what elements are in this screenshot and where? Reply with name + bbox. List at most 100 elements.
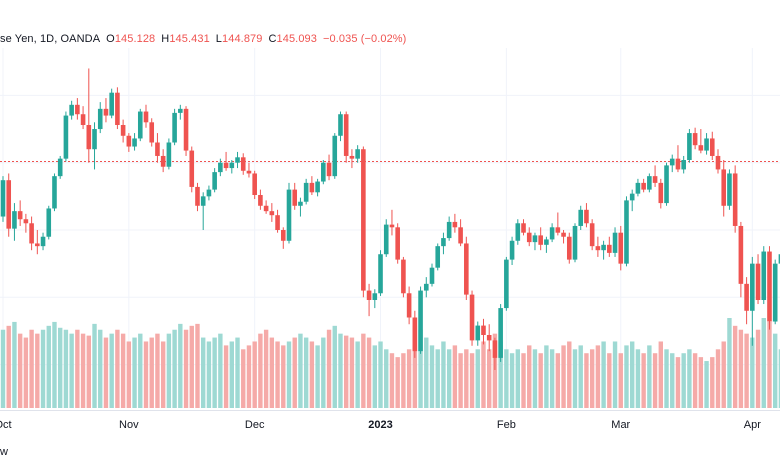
volume-bar [613,341,617,408]
candle-down [241,153,246,175]
candle-body [121,125,126,136]
volume-bar [458,353,462,408]
candle-up [550,223,555,242]
volume-bar [155,334,159,408]
candle-up [138,109,143,141]
candle-down [561,230,566,243]
volume-bar [676,357,680,408]
volume-bar [275,341,279,408]
volume-bar [744,334,748,408]
volume-bar [327,330,331,408]
volume-bar [310,341,314,408]
volume-bar [687,349,691,408]
volume-bar [230,341,234,408]
volume-bar [298,334,302,408]
candle-up [178,105,183,120]
candle-up [287,183,292,244]
volume-bar [441,341,445,408]
volume-bar [481,341,485,408]
candle-up [647,173,652,192]
high-value: 145.431 [169,33,209,45]
volume-bar [561,345,565,408]
candle-body [601,245,606,250]
volume-bar [195,324,199,408]
volume-bar [590,349,594,408]
candle-down [464,237,469,300]
volume-bar [436,349,440,408]
candle-down [641,179,646,192]
volume-bar [367,338,371,408]
candle-body [172,113,177,143]
volume-bar [92,324,96,408]
candle-down [35,230,40,254]
candle-body [584,210,589,223]
volume-bar [733,326,737,408]
candle-up [447,217,452,241]
candle-down [310,176,315,195]
volume-bar [69,334,73,408]
volume-bar [218,334,222,408]
candle-down [716,149,721,173]
candle-up [373,289,378,308]
volume-bar [430,345,434,408]
candle-up [578,206,583,230]
volume-bar [207,341,211,408]
volume-bar [447,349,451,408]
candle-body [527,233,532,242]
volume-bar [630,341,634,408]
candle-body [127,136,132,147]
open-label: O [106,33,115,45]
candle-up [510,237,515,265]
candle-body [292,190,297,206]
candle-down [676,145,681,172]
candle-body [596,246,601,250]
candle-body [493,340,498,358]
symbol-title: se Yen, 1D, OANDA [0,33,100,45]
candle-down [395,223,400,263]
candle-body [224,163,229,168]
candle-body [12,211,17,229]
candle-down [344,112,349,163]
volume-bar [653,353,657,408]
volume-bar [81,334,85,408]
candle-body [636,183,641,194]
volume-bar [321,338,325,408]
candle-down [6,173,11,236]
volume-bar [41,330,45,408]
candle-body [430,268,435,284]
volume-bar [567,341,571,408]
candle-body [653,176,658,183]
candle-up [687,129,692,163]
volume-bar [550,349,554,408]
candle-up [132,133,137,151]
candle-body [624,200,629,263]
candle-body [533,235,538,242]
candle-body [52,176,57,208]
volume-bar [401,353,405,408]
volume-bar [270,338,274,408]
candle-up [544,237,549,253]
x-axis: Oct Nov Dec 2023 Feb Mar Apr [0,411,780,432]
candle-up [64,112,69,162]
volume-bar [670,353,674,408]
candle-down [149,118,154,146]
candle-body [590,223,595,246]
candle-down [739,222,744,297]
candle-up [298,198,303,217]
candle-body [773,264,778,322]
candle-up [212,168,217,192]
candle-body [281,230,286,241]
candle-up [435,243,440,270]
candle-down [18,200,23,226]
volume-bar [344,336,348,408]
volume-bar [64,330,68,408]
candle-body [487,335,492,340]
candle-up [207,186,212,201]
candle-body [561,233,566,237]
volume-bars [1,318,780,408]
candle-up [46,206,51,240]
candle-up [418,287,423,354]
candle-up [230,160,235,173]
volume-bar [601,341,605,408]
